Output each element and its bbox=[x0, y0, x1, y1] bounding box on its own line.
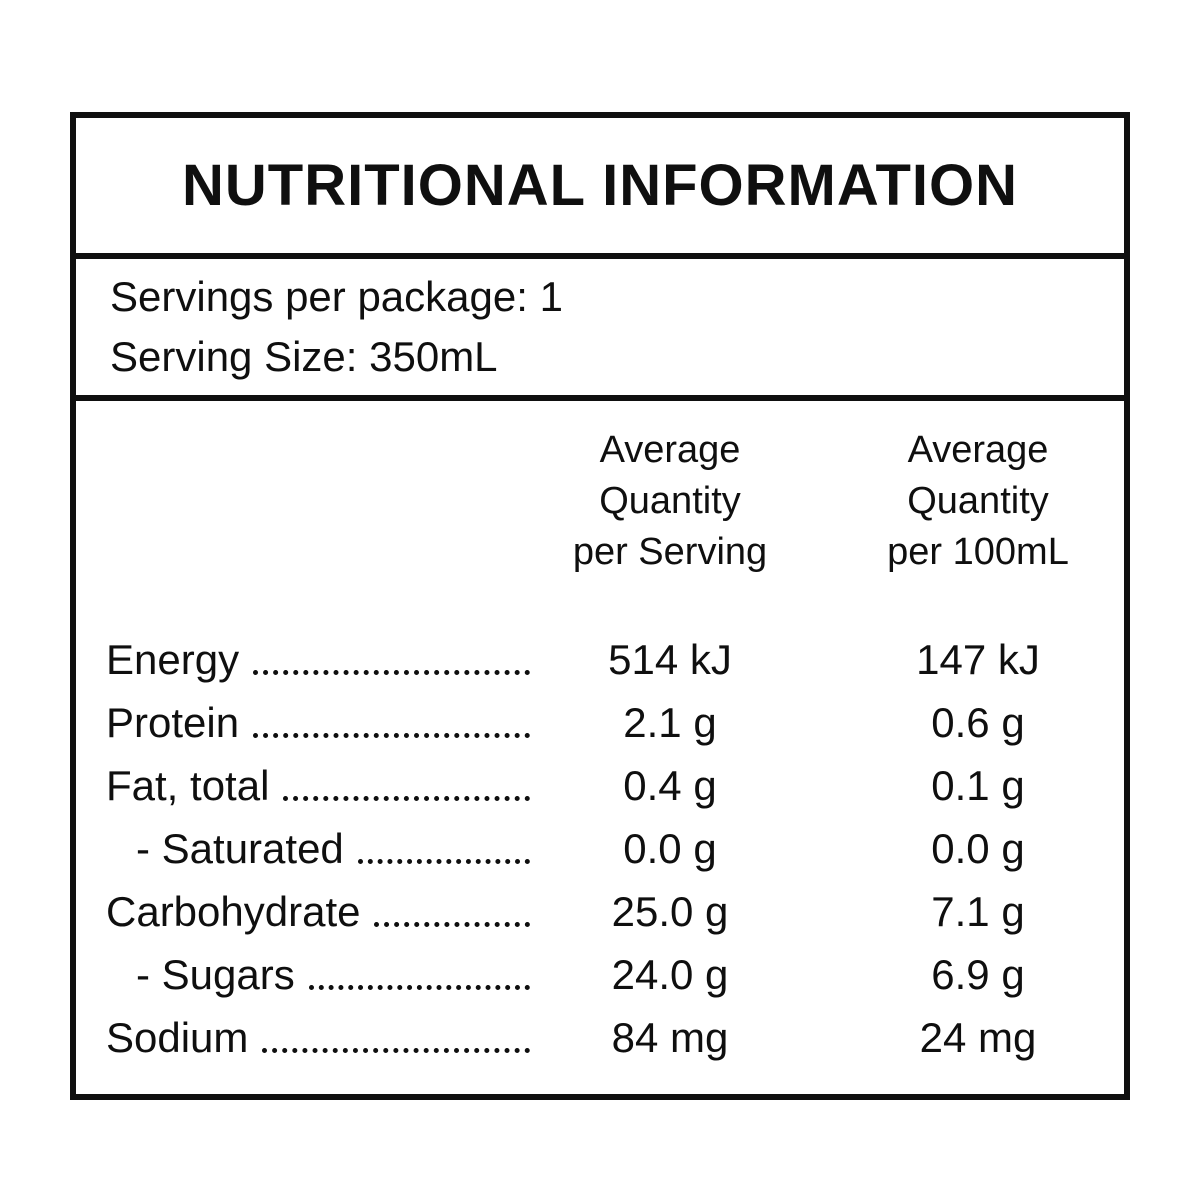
dotted-leader bbox=[262, 1048, 530, 1053]
dotted-leader bbox=[308, 985, 530, 990]
serving-size-label: Serving Size: bbox=[110, 333, 358, 380]
row-label: Protein bbox=[106, 698, 240, 746]
servings-per-package-label: Servings per package: bbox=[110, 273, 528, 320]
dotted-leader bbox=[374, 922, 530, 927]
row-label: Carbohydrate bbox=[106, 887, 361, 935]
column-header-per-serving: Average Quantity per Serving bbox=[572, 429, 768, 573]
table-row: Carbohydrate 25.0 g 7.1 g bbox=[106, 880, 1108, 943]
servings-per-package-line: Servings per package: 1 bbox=[110, 267, 1124, 327]
serving-size-value: 350mL bbox=[369, 333, 498, 380]
row-value-per-serving: 0.4 g bbox=[623, 761, 717, 809]
row-value-per-serving: 24.0 g bbox=[611, 950, 729, 998]
column-header-row: Average Quantity per Serving Average Qua… bbox=[106, 425, 1108, 578]
table-row: Energy 514 kJ 147 kJ bbox=[106, 628, 1108, 691]
row-value-per-100ml: 7.1 g bbox=[931, 887, 1025, 935]
row-value-per-100ml: 0.6 g bbox=[931, 698, 1025, 746]
row-label: - Sugars bbox=[136, 950, 295, 998]
row-value-per-serving: 2.1 g bbox=[623, 698, 717, 746]
serving-size-line: Serving Size: 350mL bbox=[110, 327, 1124, 387]
table-row: Fat, total 0.4 g 0.1 g bbox=[106, 754, 1108, 817]
table-row: Sodium 84 mg 24 mg bbox=[106, 1006, 1108, 1069]
panel-title: NUTRITIONAL INFORMATION bbox=[182, 153, 1018, 218]
row-value-per-serving: 84 mg bbox=[611, 1013, 729, 1061]
nutrient-table-section: Average Quantity per Serving Average Qua… bbox=[76, 401, 1124, 1094]
row-label: Fat, total bbox=[106, 761, 270, 809]
table-row: - Sugars 24.0 g 6.9 g bbox=[106, 943, 1108, 1006]
row-label: - Saturated bbox=[136, 824, 344, 872]
row-label: Energy bbox=[106, 635, 240, 683]
row-value-per-100ml: 6.9 g bbox=[931, 950, 1025, 998]
servings-per-package-value: 1 bbox=[539, 273, 563, 320]
dotted-leader bbox=[283, 796, 530, 801]
row-label: Sodium bbox=[106, 1013, 249, 1061]
table-row: Protein 2.1 g 0.6 g bbox=[106, 691, 1108, 754]
row-value-per-100ml: 24 mg bbox=[919, 1013, 1037, 1061]
column-header-per-100ml: Average Quantity per 100mL bbox=[887, 429, 1069, 573]
row-value-per-100ml: 147 kJ bbox=[916, 635, 1040, 683]
table-row: - Saturated 0.0 g 0.0 g bbox=[106, 817, 1108, 880]
dotted-leader bbox=[253, 670, 530, 675]
table-rows: Energy 514 kJ 147 kJ Protein 2.1 g 0.6 g… bbox=[106, 628, 1108, 1069]
title-section: NUTRITIONAL INFORMATION bbox=[76, 118, 1124, 259]
row-value-per-serving: 0.0 g bbox=[623, 824, 717, 872]
dotted-leader bbox=[357, 859, 530, 864]
nutrition-panel: NUTRITIONAL INFORMATION Servings per pac… bbox=[70, 112, 1130, 1100]
row-value-per-serving: 25.0 g bbox=[611, 887, 729, 935]
serving-info-section: Servings per package: 1 Serving Size: 35… bbox=[76, 259, 1124, 401]
dotted-leader bbox=[253, 733, 530, 738]
row-value-per-100ml: 0.1 g bbox=[931, 761, 1025, 809]
row-value-per-100ml: 0.0 g bbox=[931, 824, 1025, 872]
row-value-per-serving: 514 kJ bbox=[608, 635, 732, 683]
